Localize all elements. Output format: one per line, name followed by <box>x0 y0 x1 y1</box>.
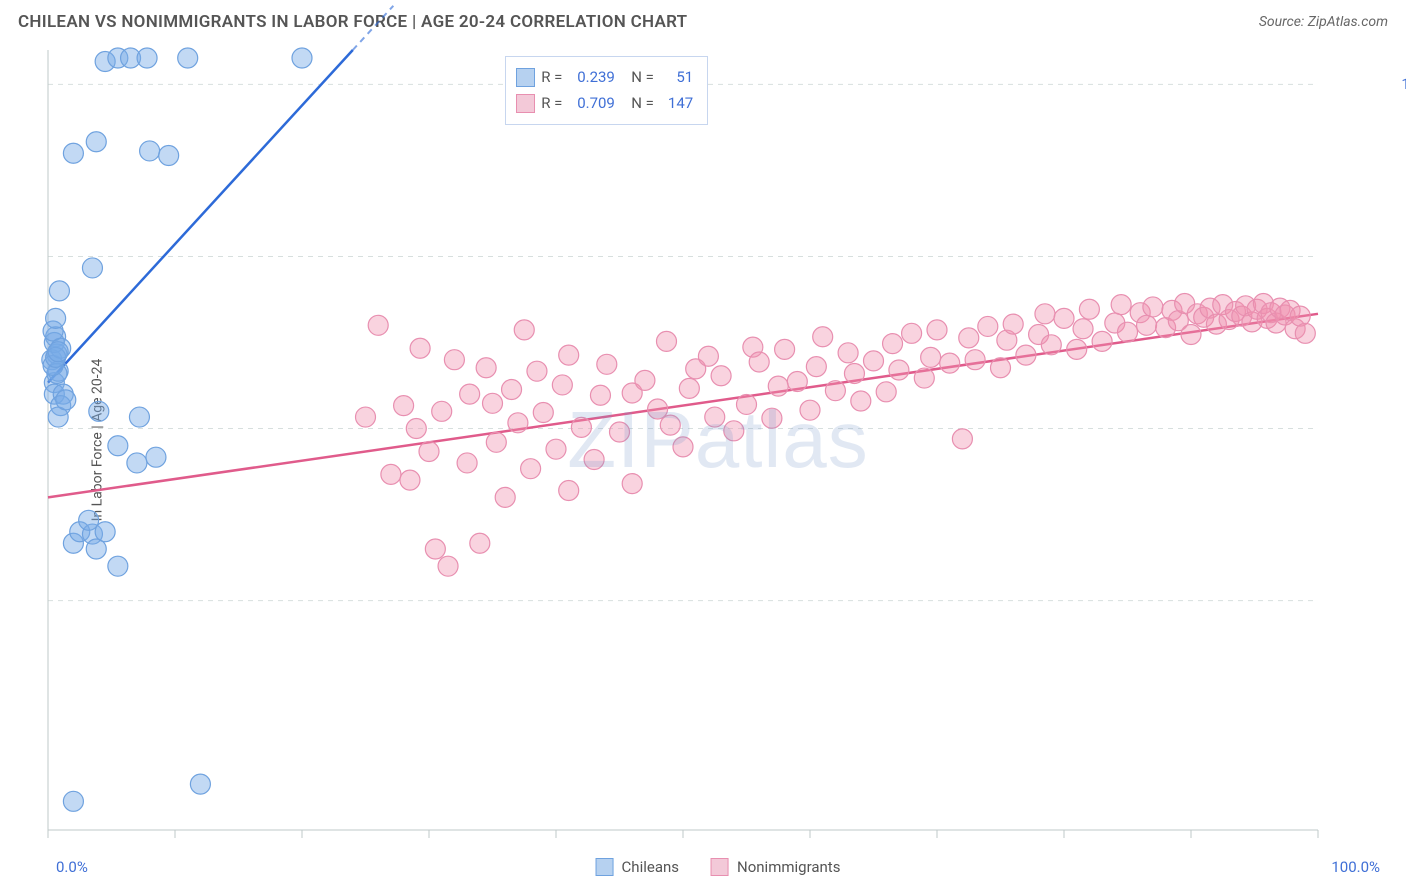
chart-title: CHILEAN VS NONIMMIGRANTS IN LABOR FORCE … <box>18 12 687 32</box>
r-label: R = <box>541 65 571 91</box>
n-value-series1: 51 <box>663 65 693 91</box>
swatch-series2-icon <box>516 94 535 113</box>
scatter-chart <box>48 50 1318 830</box>
n-label: N = <box>631 65 657 91</box>
n-label: N = <box>631 91 657 117</box>
r-value-series1: 0.239 <box>577 65 625 91</box>
r-label: R = <box>541 91 571 117</box>
source-label: Source: ZipAtlas.com <box>1259 14 1388 30</box>
chart-area: In Labor Force | Age 20-24 55.0%70.0%85.… <box>48 50 1388 830</box>
bottom-legend: 0.0% Chileans Nonimmigrants 100.0% <box>48 858 1388 876</box>
legend-label-series1: Chileans <box>622 858 679 876</box>
stats-row-series2: R = 0.709 N = 147 <box>516 91 693 117</box>
legend-item-series1: Chileans <box>596 858 679 876</box>
swatch-series1-icon <box>596 858 614 876</box>
stats-legend-box: R = 0.239 N = 51 R = 0.709 N = 147 <box>505 56 708 125</box>
legend-label-series2: Nonimmigrants <box>737 858 840 876</box>
swatch-series1-icon <box>516 68 535 87</box>
y-tick-label: 100.0% <box>1401 75 1406 93</box>
r-value-series2: 0.709 <box>577 91 625 117</box>
legend-item-series2: Nonimmigrants <box>711 858 840 876</box>
x-axis-min-label: 0.0% <box>56 858 88 876</box>
x-axis-max-label: 100.0% <box>1331 858 1380 876</box>
stats-row-series1: R = 0.239 N = 51 <box>516 65 693 91</box>
n-value-series2: 147 <box>663 91 693 117</box>
swatch-series2-icon <box>711 858 729 876</box>
